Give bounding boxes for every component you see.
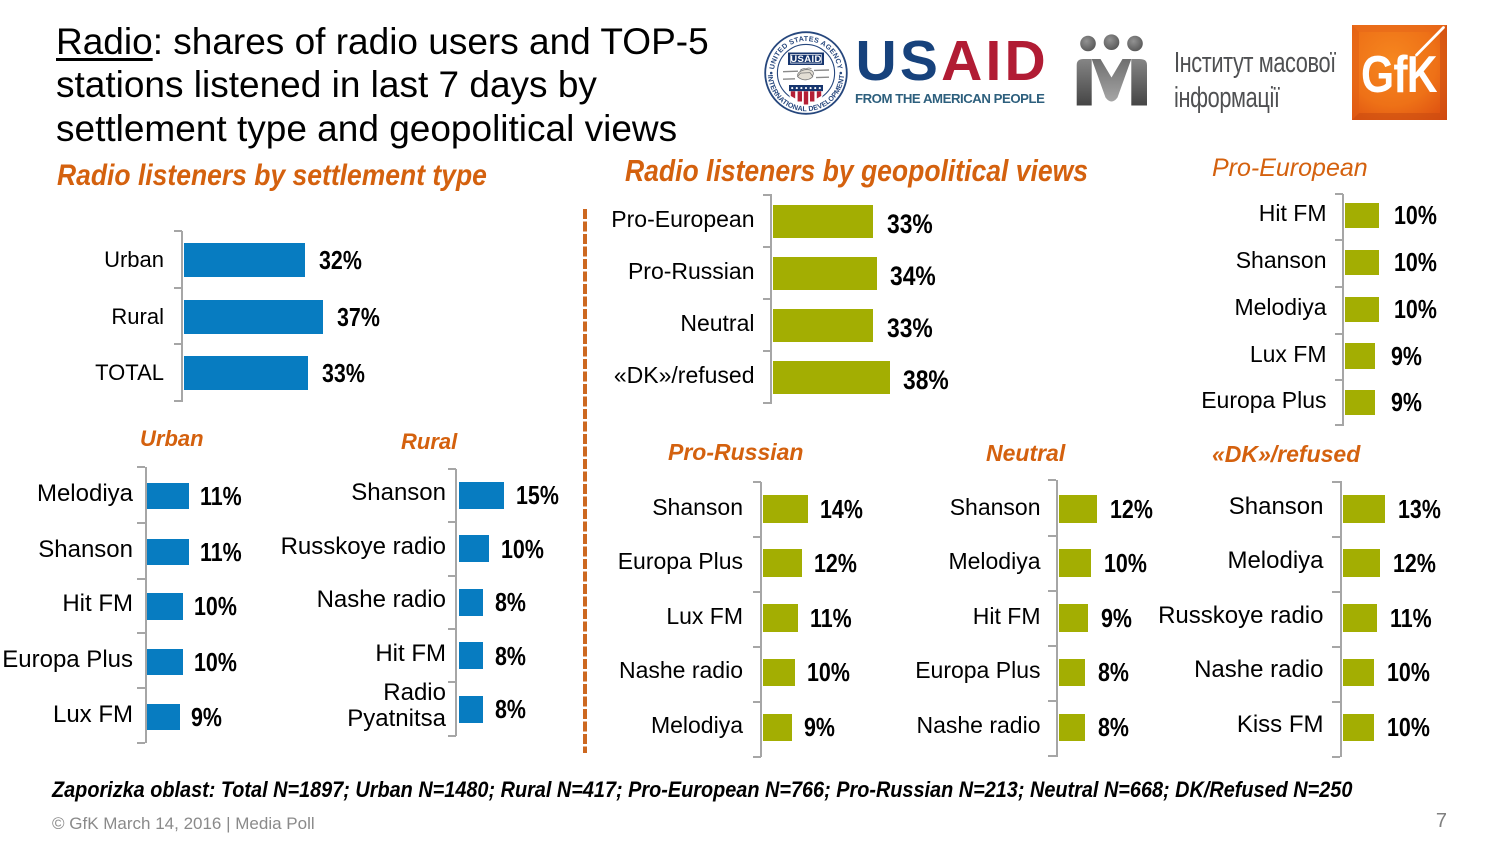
svg-text:GfK: GfK	[1361, 46, 1437, 104]
svg-text:USAID: USAID	[790, 54, 822, 65]
